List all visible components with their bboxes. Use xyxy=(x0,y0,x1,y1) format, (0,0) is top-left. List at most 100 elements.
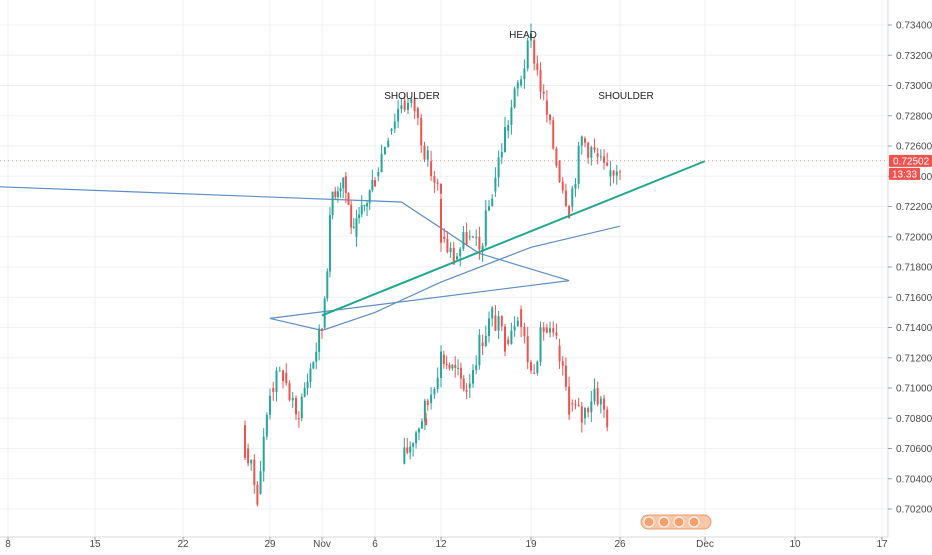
candle-body xyxy=(275,370,278,392)
candle-body xyxy=(523,68,526,80)
y-tick-label: 0.71400 xyxy=(896,323,932,334)
candle-body xyxy=(533,372,536,374)
candle-body xyxy=(393,121,396,129)
candle-body xyxy=(523,326,526,337)
candle-body xyxy=(297,418,300,420)
candle-body xyxy=(462,378,465,390)
candle-body xyxy=(259,471,262,494)
y-tick-label: 0.71000 xyxy=(896,384,932,395)
y-tick-label: 0.70600 xyxy=(896,444,932,455)
last-price-tag xyxy=(889,154,932,167)
candle-body xyxy=(457,367,460,369)
candle-body xyxy=(440,211,442,243)
candle-body xyxy=(603,398,606,410)
candle-body xyxy=(587,408,590,413)
candle-body xyxy=(291,397,294,401)
annotation-label: SHOULDER xyxy=(598,91,654,102)
candle-body xyxy=(326,271,329,299)
candle-body xyxy=(497,316,500,331)
candle-body xyxy=(500,316,503,327)
candle-body xyxy=(564,190,567,206)
candle-body xyxy=(603,156,606,163)
candle-body xyxy=(478,236,481,250)
candle-body xyxy=(360,205,363,215)
candle-body xyxy=(303,387,306,397)
x-tick-label: 15 xyxy=(89,539,101,550)
candle-body xyxy=(440,183,442,194)
candle-body xyxy=(542,91,545,94)
candle-body xyxy=(415,432,418,444)
candle-body xyxy=(436,182,439,184)
candle-body xyxy=(497,157,500,178)
candle-body xyxy=(533,40,536,64)
candle-body xyxy=(500,151,503,158)
candle-body xyxy=(377,172,380,177)
y-tick-label: 0.70200 xyxy=(896,505,932,516)
candle-body xyxy=(539,70,542,92)
candle-body xyxy=(423,400,426,422)
candle-body xyxy=(606,162,609,166)
candle-body xyxy=(491,307,494,319)
candle-body xyxy=(413,98,416,112)
candle-body xyxy=(352,226,355,228)
candle-body xyxy=(256,484,259,505)
candle-body xyxy=(336,191,339,198)
candle-body xyxy=(339,188,342,192)
candle-body xyxy=(561,181,564,191)
candle-body xyxy=(590,401,593,413)
candle-body xyxy=(599,156,602,158)
candle-body xyxy=(481,245,484,252)
candle-body xyxy=(494,177,497,192)
candle-body xyxy=(456,256,458,260)
candle-body xyxy=(583,138,586,143)
candle-body xyxy=(571,403,574,405)
last-price-text: 0.72502 xyxy=(893,156,930,167)
candle-body xyxy=(358,214,361,219)
y-tick-label: 0.72800 xyxy=(896,111,932,122)
y-tick-label: 0.72600 xyxy=(896,142,932,153)
candle-body xyxy=(331,191,334,216)
candle-body xyxy=(552,120,555,149)
candle-body xyxy=(545,327,548,333)
candle-body xyxy=(315,351,318,362)
candle-body xyxy=(269,395,271,415)
candle-body xyxy=(472,369,474,384)
candle-body xyxy=(468,236,471,238)
y-tick-label: 0.71600 xyxy=(896,293,932,304)
candle-body xyxy=(433,176,436,183)
candle-body xyxy=(400,105,403,109)
candle-body xyxy=(244,425,246,458)
candle-body xyxy=(383,146,386,155)
candle-body xyxy=(426,400,429,406)
candle-body xyxy=(350,204,353,228)
candle-body xyxy=(555,148,558,166)
candle-body xyxy=(371,180,374,191)
candle-body xyxy=(465,389,468,392)
candle-body xyxy=(462,232,465,249)
watermark-badge xyxy=(640,514,712,530)
candle-body xyxy=(282,370,284,382)
candle-body xyxy=(321,328,323,331)
candle-body xyxy=(549,114,552,121)
candle-body xyxy=(454,364,457,368)
candle-body xyxy=(265,414,268,437)
candle-body xyxy=(409,446,412,453)
candle-body xyxy=(539,327,542,362)
candle-body xyxy=(494,315,497,331)
candle-body xyxy=(420,117,423,146)
candle-body xyxy=(363,204,366,206)
x-tick-label: 26 xyxy=(614,539,626,550)
candle-body xyxy=(380,154,383,173)
moving-average-layer xyxy=(0,186,621,332)
candle-body xyxy=(488,206,490,211)
candle-body xyxy=(288,383,291,401)
candle-body xyxy=(342,177,345,189)
x-tick-label: 10 xyxy=(789,539,801,550)
candle-body xyxy=(593,147,596,150)
candle-body xyxy=(475,365,478,370)
candle-body xyxy=(459,248,462,257)
candle-body xyxy=(465,232,468,245)
candle-body xyxy=(580,136,583,146)
